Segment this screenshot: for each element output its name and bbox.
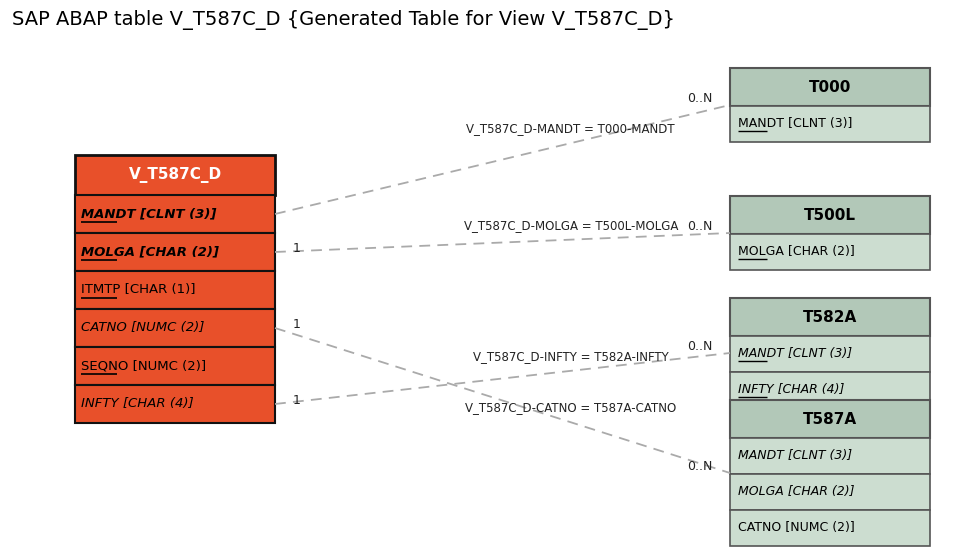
Text: 0..N: 0..N xyxy=(687,461,712,473)
FancyBboxPatch shape xyxy=(730,510,930,546)
Text: V_T587C_D-MANDT = T000-MANDT: V_T587C_D-MANDT = T000-MANDT xyxy=(467,122,675,135)
Text: INFTY [CHAR (4)]: INFTY [CHAR (4)] xyxy=(81,397,194,411)
FancyBboxPatch shape xyxy=(730,196,930,234)
Text: V_T587C_D-MOLGA = T500L-MOLGA: V_T587C_D-MOLGA = T500L-MOLGA xyxy=(464,219,678,232)
Text: MOLGA [CHAR (2)]: MOLGA [CHAR (2)] xyxy=(738,485,854,498)
Text: MANDT [CLNT (3)]: MANDT [CLNT (3)] xyxy=(81,208,216,221)
FancyBboxPatch shape xyxy=(730,106,930,142)
Text: 1: 1 xyxy=(293,394,301,406)
Text: MANDT [CLNT (3)]: MANDT [CLNT (3)] xyxy=(738,117,852,131)
Text: T582A: T582A xyxy=(803,310,857,324)
FancyBboxPatch shape xyxy=(75,155,275,195)
Text: 0..N: 0..N xyxy=(687,92,712,105)
Text: ITMTP [CHAR (1)]: ITMTP [CHAR (1)] xyxy=(81,283,196,296)
Text: 1: 1 xyxy=(293,242,301,255)
FancyBboxPatch shape xyxy=(730,298,930,336)
Text: INFTY [CHAR (4)]: INFTY [CHAR (4)] xyxy=(738,384,844,396)
Text: T500L: T500L xyxy=(804,208,856,222)
Text: MOLGA [CHAR (2)]: MOLGA [CHAR (2)] xyxy=(738,245,855,259)
FancyBboxPatch shape xyxy=(730,372,930,408)
Text: CATNO [NUMC (2)]: CATNO [NUMC (2)] xyxy=(81,322,204,334)
FancyBboxPatch shape xyxy=(75,271,275,309)
Text: MANDT [CLNT (3)]: MANDT [CLNT (3)] xyxy=(738,348,852,361)
Text: MOLGA [CHAR (2)]: MOLGA [CHAR (2)] xyxy=(81,245,219,259)
FancyBboxPatch shape xyxy=(75,309,275,347)
Text: 1: 1 xyxy=(293,317,301,330)
Text: 0..N: 0..N xyxy=(687,221,712,233)
Text: T000: T000 xyxy=(809,80,851,94)
FancyBboxPatch shape xyxy=(730,474,930,510)
FancyBboxPatch shape xyxy=(75,195,275,233)
FancyBboxPatch shape xyxy=(730,400,930,438)
FancyBboxPatch shape xyxy=(730,438,930,474)
FancyBboxPatch shape xyxy=(75,385,275,423)
Text: CATNO [NUMC (2)]: CATNO [NUMC (2)] xyxy=(738,522,855,535)
Text: T587A: T587A xyxy=(803,412,857,427)
Text: V_T587C_D-CATNO = T587A-CATNO: V_T587C_D-CATNO = T587A-CATNO xyxy=(465,401,677,414)
FancyBboxPatch shape xyxy=(730,68,930,106)
Text: SAP ABAP table V_T587C_D {Generated Table for View V_T587C_D}: SAP ABAP table V_T587C_D {Generated Tabl… xyxy=(12,10,675,30)
Text: V_T587C_D-INFTY = T582A-INFTY: V_T587C_D-INFTY = T582A-INFTY xyxy=(473,350,669,363)
FancyBboxPatch shape xyxy=(730,336,930,372)
FancyBboxPatch shape xyxy=(730,234,930,270)
FancyBboxPatch shape xyxy=(75,347,275,385)
Text: SEQNO [NUMC (2)]: SEQNO [NUMC (2)] xyxy=(81,360,206,373)
Text: V_T587C_D: V_T587C_D xyxy=(128,167,222,183)
Text: 0..N: 0..N xyxy=(687,340,712,354)
FancyBboxPatch shape xyxy=(75,233,275,271)
Text: MANDT [CLNT (3)]: MANDT [CLNT (3)] xyxy=(738,450,852,462)
